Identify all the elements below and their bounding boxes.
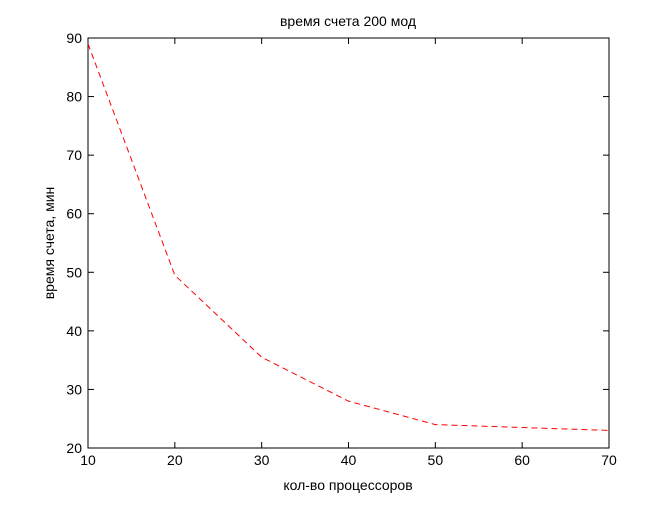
x-ticks: 10 20 30 40 50 60 70 (80, 38, 617, 468)
x-tick-label: 30 (254, 452, 270, 468)
y-tick-label: 40 (66, 323, 82, 339)
x-tick-label: 40 (341, 452, 357, 468)
y-axis-label: время счета, мин (41, 187, 57, 300)
x-tick-label: 70 (601, 452, 617, 468)
y-tick-label: 50 (66, 264, 82, 280)
chart-title: время счета 200 мод (280, 13, 416, 29)
y-tick-label: 90 (66, 30, 82, 46)
series-layer (87, 43, 610, 431)
plot-area (87, 37, 610, 449)
x-tick-label: 50 (428, 452, 444, 468)
y-ticks: 20 30 40 50 60 70 80 90 (66, 30, 609, 456)
y-tick-label: 60 (66, 206, 82, 222)
series-line (87, 43, 610, 431)
y-tick-label: 70 (66, 147, 82, 163)
x-tick-label: 20 (167, 452, 183, 468)
x-tick-label: 60 (514, 452, 530, 468)
y-tick-label: 30 (66, 381, 82, 397)
x-tick-label: 10 (80, 452, 96, 468)
x-axis-label: кол-во процессоров (283, 477, 412, 493)
y-tick-label: 20 (66, 440, 82, 456)
y-tick-label: 80 (66, 89, 82, 105)
